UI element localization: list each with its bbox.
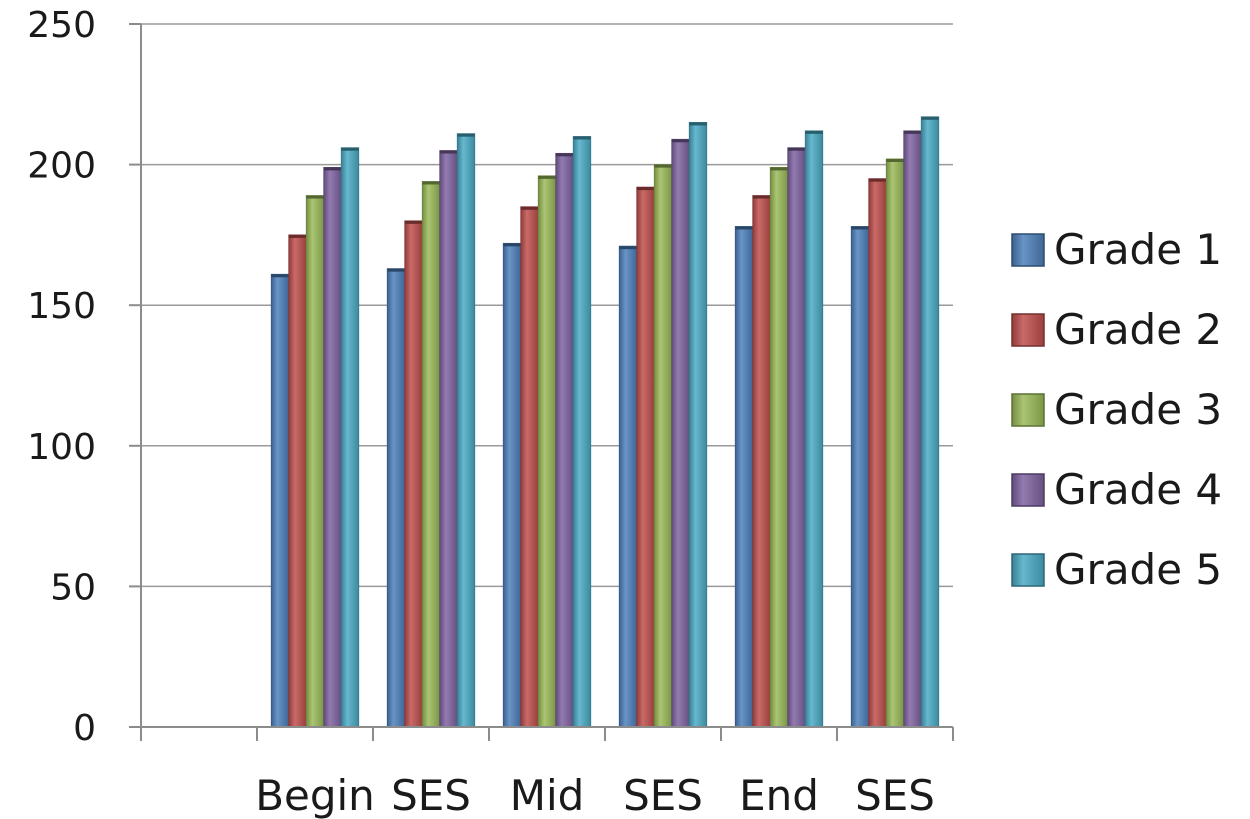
bar [502, 242, 522, 728]
axes [129, 24, 953, 728]
bar [769, 167, 789, 728]
bar-top-edge [752, 195, 771, 199]
bar [270, 273, 290, 728]
bar-top-edge [341, 147, 359, 151]
bar [305, 195, 325, 728]
bar-top-edge [851, 226, 869, 230]
bar [555, 152, 574, 728]
legend: Grade 1 Grade 2 Grade 3 Grade 4 Grade 5 [1011, 225, 1222, 594]
y-tick-label: 250 [27, 5, 96, 46]
x-tick-label: SES [391, 771, 471, 819]
bar-top-edge [868, 178, 887, 182]
x-tick-label: SES [855, 771, 935, 819]
legend-label: Grade 3 [1054, 385, 1222, 434]
bar [671, 138, 690, 728]
bar [537, 175, 557, 728]
bar-top-edge [555, 153, 574, 157]
legend-swatch [1011, 233, 1045, 267]
bar-top-edge [520, 206, 539, 210]
bar-top-edge [439, 150, 458, 154]
bar-top-edge [770, 167, 788, 171]
bar-top-edge [573, 136, 591, 140]
bars [270, 116, 940, 728]
legend-label: Grade 1 [1054, 225, 1222, 274]
legend-swatch [1011, 473, 1045, 507]
bar-top-edge [735, 226, 753, 230]
bar-top-edge [323, 167, 342, 171]
bar-top-edge [288, 234, 307, 238]
bar-top-edge [271, 274, 289, 278]
bar [386, 268, 406, 728]
bar [734, 226, 754, 728]
legend-label: Grade 2 [1054, 305, 1222, 354]
y-tick-label: 50 [50, 567, 96, 608]
bar [618, 245, 638, 728]
bar-top-edge [503, 243, 521, 247]
legend-label: Grade 5 [1054, 545, 1222, 594]
y-tick-label: 0 [73, 708, 96, 749]
bar [456, 133, 476, 728]
bar-top-edge [654, 164, 672, 168]
bar-top-edge [689, 122, 707, 126]
bar-top-edge [538, 175, 556, 179]
bar [868, 178, 887, 728]
bar-top-edge [619, 246, 637, 250]
bar-top-edge [787, 147, 806, 151]
bar [752, 195, 771, 728]
x-tick-label: End [739, 771, 819, 819]
legend-swatch [1011, 393, 1045, 427]
y-axis-ticks: 0 50 100 150 200 250 [27, 5, 141, 749]
bar [688, 122, 708, 728]
y-tick-label: 100 [27, 427, 96, 468]
x-tick-label: Mid [510, 771, 585, 819]
bar [850, 226, 870, 728]
bar-top-edge [306, 195, 324, 199]
bar [323, 167, 342, 728]
bar [520, 206, 539, 728]
bar [885, 158, 905, 728]
y-tick-label: 150 [27, 286, 96, 327]
bar [288, 234, 307, 728]
bar [804, 130, 824, 728]
bar [920, 116, 940, 728]
bar [903, 130, 922, 728]
x-axis-ticks: Begin SES Mid SES End SES [140, 727, 954, 819]
bar-top-edge [422, 181, 440, 185]
bar [404, 220, 423, 728]
bar [653, 164, 673, 728]
bar [421, 181, 441, 728]
legend-label: Grade 4 [1054, 465, 1222, 514]
bar [572, 136, 592, 728]
bar-top-edge [404, 220, 423, 224]
bar-top-edge [921, 116, 939, 120]
bar-top-edge [903, 130, 922, 134]
bar-top-edge [805, 130, 823, 134]
legend-swatch [1011, 553, 1045, 587]
bar [636, 186, 655, 728]
bar [340, 147, 360, 728]
bar-top-edge [387, 268, 405, 272]
y-tick-label: 200 [27, 146, 96, 187]
bar [787, 147, 806, 728]
bar-top-edge [636, 187, 655, 191]
x-tick-label: Begin [255, 771, 375, 819]
bar-top-edge [671, 139, 690, 143]
bar-top-edge [457, 133, 475, 137]
bar-top-edge [886, 158, 904, 162]
x-tick-label: SES [623, 771, 703, 819]
bar [439, 150, 458, 728]
legend-swatch [1011, 313, 1045, 347]
